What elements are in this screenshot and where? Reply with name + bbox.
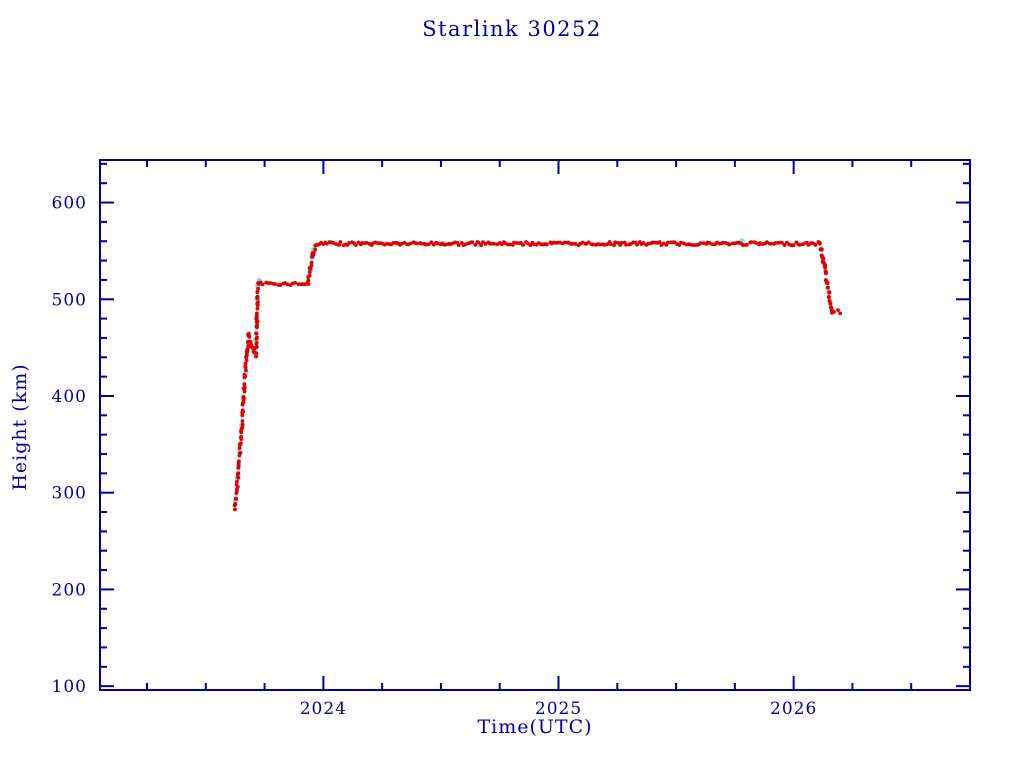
svg-text:500: 500 — [52, 290, 87, 310]
svg-text:100: 100 — [52, 677, 87, 697]
svg-text:2026: 2026 — [770, 699, 817, 719]
svg-text:2025: 2025 — [535, 699, 582, 719]
x-axis-label: Time(UTC) — [477, 716, 593, 738]
svg-text:200: 200 — [52, 580, 87, 600]
svg-text:2024: 2024 — [300, 699, 347, 719]
svg-text:600: 600 — [52, 194, 87, 214]
svg-text:400: 400 — [52, 387, 87, 407]
svg-text:300: 300 — [52, 484, 87, 504]
chart-title: Starlink 30252 — [422, 17, 602, 41]
